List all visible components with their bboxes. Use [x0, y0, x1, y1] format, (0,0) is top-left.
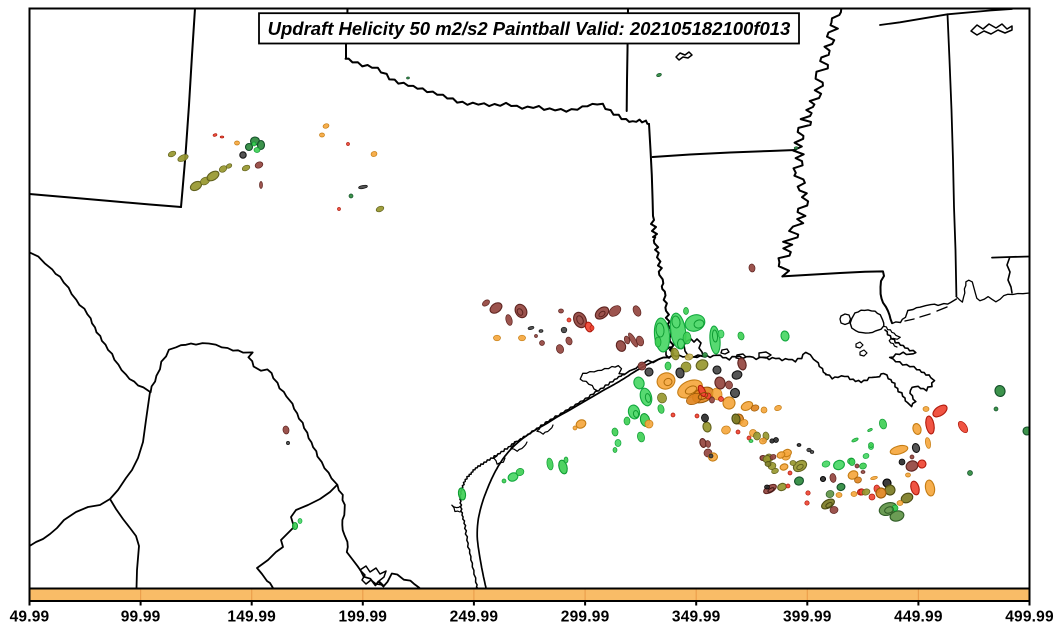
svg-text:149.99: 149.99: [227, 609, 276, 626]
svg-text:99.99: 99.99: [121, 609, 161, 626]
svg-text:449.99: 449.99: [894, 609, 943, 626]
svg-text:349.99: 349.99: [672, 609, 721, 626]
svg-text:Updraft Helicity 50 m2/s2 Pain: Updraft Helicity 50 m2/s2 Paintball Vali…: [268, 18, 791, 39]
svg-text:399.99: 399.99: [783, 609, 832, 626]
svg-text:299.99: 299.99: [561, 609, 610, 626]
svg-text:499.99: 499.99: [1005, 609, 1054, 626]
svg-text:199.99: 199.99: [338, 609, 387, 626]
svg-text:49.99: 49.99: [10, 609, 50, 626]
svg-text:249.99: 249.99: [450, 609, 499, 626]
